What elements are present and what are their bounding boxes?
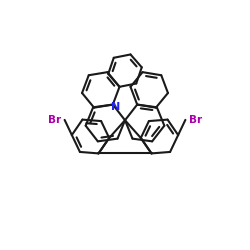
Text: N: N — [110, 102, 120, 112]
Text: Br: Br — [48, 115, 62, 125]
Text: Br: Br — [188, 115, 202, 125]
